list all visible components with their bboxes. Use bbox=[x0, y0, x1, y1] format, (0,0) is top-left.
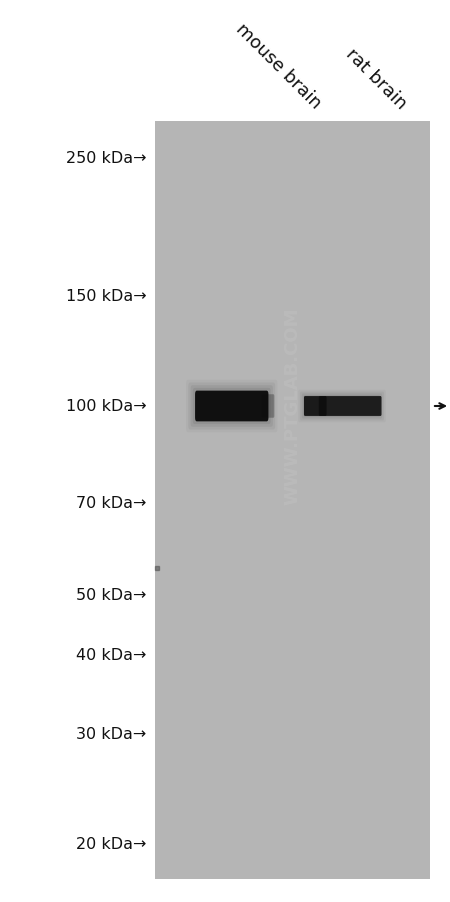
Text: 20 kDa→: 20 kDa→ bbox=[76, 836, 146, 851]
FancyBboxPatch shape bbox=[191, 386, 273, 428]
FancyBboxPatch shape bbox=[195, 391, 268, 422]
Bar bbox=[155, 122, 430, 879]
FancyBboxPatch shape bbox=[303, 396, 381, 418]
FancyBboxPatch shape bbox=[304, 397, 327, 417]
Text: 50 kDa→: 50 kDa→ bbox=[76, 587, 146, 603]
Text: rat brain: rat brain bbox=[342, 45, 410, 113]
FancyBboxPatch shape bbox=[188, 383, 275, 430]
FancyBboxPatch shape bbox=[300, 392, 384, 421]
FancyBboxPatch shape bbox=[298, 391, 386, 423]
Text: 30 kDa→: 30 kDa→ bbox=[76, 726, 146, 741]
FancyBboxPatch shape bbox=[195, 391, 268, 422]
Text: 250 kDa→: 250 kDa→ bbox=[66, 151, 146, 165]
Text: 70 kDa→: 70 kDa→ bbox=[76, 496, 146, 511]
FancyBboxPatch shape bbox=[302, 394, 382, 419]
FancyBboxPatch shape bbox=[193, 389, 271, 425]
Text: mouse brain: mouse brain bbox=[232, 21, 324, 113]
FancyBboxPatch shape bbox=[186, 381, 277, 433]
Text: 100 kDa→: 100 kDa→ bbox=[66, 399, 146, 414]
Text: WWW.PTGLAB.COM: WWW.PTGLAB.COM bbox=[284, 308, 302, 504]
FancyBboxPatch shape bbox=[261, 395, 274, 419]
Text: 40 kDa→: 40 kDa→ bbox=[76, 648, 146, 663]
FancyBboxPatch shape bbox=[319, 397, 382, 417]
Text: 150 kDa→: 150 kDa→ bbox=[66, 289, 146, 304]
